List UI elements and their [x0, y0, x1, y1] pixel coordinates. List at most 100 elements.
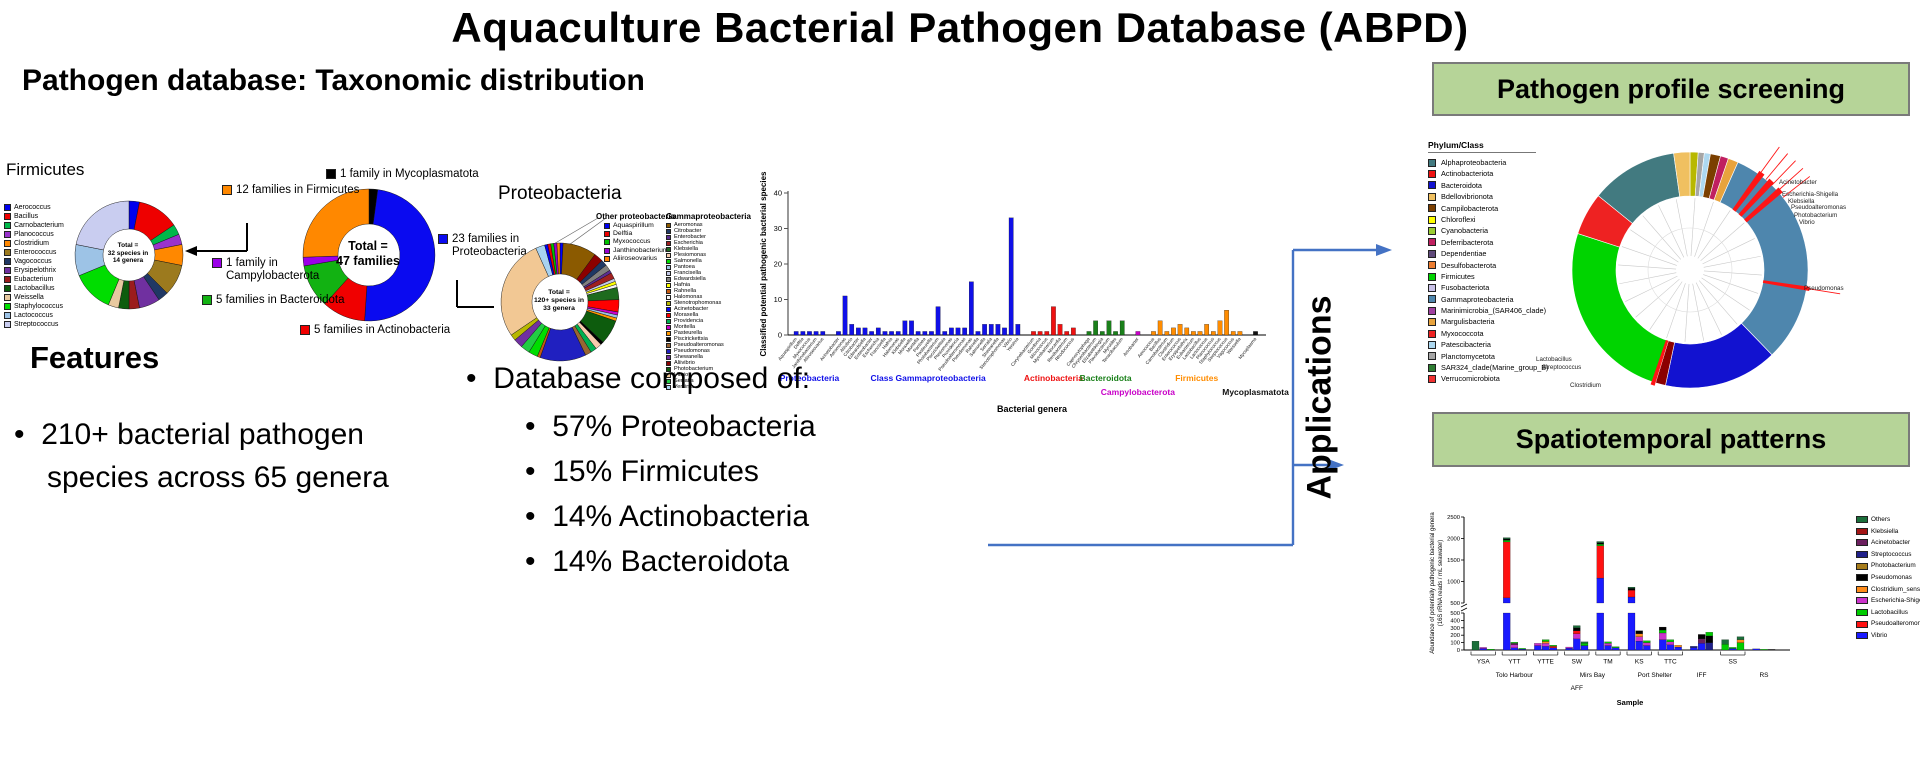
legend-label: Clostridium_sensu_stricto_1	[1871, 585, 1920, 593]
composition-actinobacteria-label: 14% Actinobacteria	[552, 500, 810, 533]
legend-swatch	[1856, 516, 1868, 524]
legend-item: Serratia	[666, 378, 724, 384]
legend-item: Verrucomicrobiota	[1428, 373, 1549, 384]
legend-swatch	[666, 234, 671, 240]
legend-label: Edwardsiella	[674, 276, 706, 282]
legend-item-actinobacteria: 5 families in Actinobacteria	[300, 324, 490, 337]
legend-item: Stenotrophomonas	[666, 300, 724, 306]
legend-item: Aliivibrio	[666, 360, 724, 366]
legend-item: Pseudomonas	[666, 348, 724, 354]
svg-text:SW: SW	[1572, 659, 1583, 666]
legend-swatch	[4, 312, 11, 319]
legend-swatch	[1428, 215, 1436, 224]
legend-item: Shewanella	[666, 354, 724, 360]
legend-item: Lactobacillus	[1856, 607, 1920, 619]
legend-label: Dependentiae	[1441, 249, 1487, 259]
legend-swatch	[666, 222, 671, 228]
legend-item-firmicutes: 12 families in Firmicutes	[222, 184, 402, 197]
legend-item: Streptococcus	[1856, 549, 1920, 561]
svg-text:1000: 1000	[1447, 580, 1460, 586]
legend-label: Aquaspirillum	[613, 222, 654, 229]
legend-item: Delftia	[604, 230, 669, 238]
legend-item: Klebsiella	[666, 246, 724, 252]
legend-label: Salmonella	[674, 258, 702, 264]
legend-swatch	[326, 169, 336, 179]
legend-label: Streptococcus	[1871, 550, 1912, 558]
svg-text:IFF: IFF	[1697, 672, 1707, 679]
legend-item: Escherichia-Shigella	[1856, 595, 1920, 607]
svg-text:Pseudomonas: Pseudomonas	[1804, 285, 1844, 292]
legend-swatch	[4, 294, 11, 301]
legend-label: Vibrio	[1871, 631, 1888, 639]
legend-label: Gammaproteobacteria	[1441, 294, 1514, 304]
svg-text:100: 100	[1450, 641, 1460, 647]
legend-label: Moritella	[674, 324, 696, 330]
legend-swatch	[4, 321, 11, 328]
legend-item: Photobacterium	[666, 366, 724, 372]
legend-item: Others	[1856, 514, 1920, 526]
legend-swatch	[1428, 363, 1436, 372]
legend-swatch	[666, 258, 671, 264]
legend-label: Desulfobacterota	[1441, 260, 1497, 270]
composition-proteobacteria-label: 57% Proteobacteria	[552, 410, 816, 443]
legend-swatch	[604, 231, 610, 238]
legend-label: Patescibacteria	[1441, 340, 1491, 350]
legend-label: Firmicutes	[1441, 271, 1475, 281]
legend-swatch	[1428, 318, 1436, 327]
legend-label: Weissella	[14, 294, 44, 301]
legend-item: Planococcus	[4, 230, 64, 239]
legend-label: Klebsiella	[674, 246, 698, 252]
legend-item: Vibrio	[666, 372, 724, 378]
svg-text:Tolo Harbour: Tolo Harbour	[1496, 672, 1534, 679]
legend-item: Plesiomonas	[666, 252, 724, 258]
legend-swatch	[1856, 551, 1868, 559]
legend-item: Aerococcus	[4, 203, 64, 212]
legend-swatch	[4, 276, 11, 283]
legend-item: Acinetobacter	[1856, 537, 1920, 549]
legend-label: Francisella	[674, 270, 702, 276]
legend-label: Pseudomonas	[1871, 573, 1912, 581]
legend-swatch	[666, 348, 671, 354]
legend-swatch	[666, 354, 671, 360]
svg-text:500: 500	[1450, 601, 1460, 607]
legend-label: Myxococcus	[613, 238, 651, 246]
svg-text:40: 40	[774, 189, 782, 198]
svg-text:RS: RS	[1759, 672, 1769, 679]
legend-label: Carnobacterium	[14, 222, 64, 229]
legend-item: Chloroflexi	[1428, 214, 1549, 225]
legend-item: Vagococcus	[4, 257, 64, 266]
legend-item: Enterobacter	[666, 234, 724, 240]
legend-item: Piscirickettsia	[666, 336, 724, 342]
legend-swatch	[666, 336, 671, 342]
svg-text:Vibrio: Vibrio	[1799, 219, 1815, 226]
legend-item: Salmonella	[666, 258, 724, 264]
legend-swatch	[1428, 352, 1436, 361]
legend-item: Cyanobacteria	[1428, 225, 1549, 236]
legend-item: Francisella	[666, 270, 724, 276]
svg-text:Lactobacillus: Lactobacillus	[1536, 356, 1572, 363]
svg-text:Class Gammaproteobacteria: Class Gammaproteobacteria	[870, 373, 986, 383]
legend-swatch	[1856, 585, 1868, 593]
svg-text:Abundance of potentially patho: Abundance of potentially pathogenic bact…	[1430, 512, 1436, 654]
legend-swatch	[4, 213, 11, 220]
legend-item: Margulisbacteria	[1428, 316, 1549, 327]
legend-swatch	[4, 303, 11, 310]
legend-item: Yersinia	[666, 384, 724, 390]
gammaproteobacteria-legend-header: Gammaproteobacteria	[666, 212, 751, 221]
legend-swatch	[1856, 620, 1868, 628]
legend-swatch	[4, 267, 11, 274]
svg-text:10: 10	[774, 295, 782, 304]
legend-swatch	[666, 330, 671, 336]
legend-item: Moritella	[666, 324, 724, 330]
legend-item: Desulfobacterota	[1428, 260, 1549, 271]
legend-label: Janthinobacterium	[613, 246, 669, 254]
svg-text:Vibrio: Vibrio	[1002, 336, 1013, 349]
legend-item: Planctomycetota	[1428, 351, 1549, 362]
legend-item: Myxococcus	[604, 238, 669, 246]
legend-label: Chloroflexi	[1441, 214, 1476, 224]
proteobacteria-donut-center-text: Total = 120+ species in 33 genera	[533, 289, 585, 312]
legend-swatch	[4, 222, 11, 229]
svg-text:Actinobacteria: Actinobacteria	[1024, 373, 1083, 383]
legend-swatch	[666, 270, 671, 276]
svg-text:Streptococcus: Streptococcus	[1542, 364, 1581, 371]
